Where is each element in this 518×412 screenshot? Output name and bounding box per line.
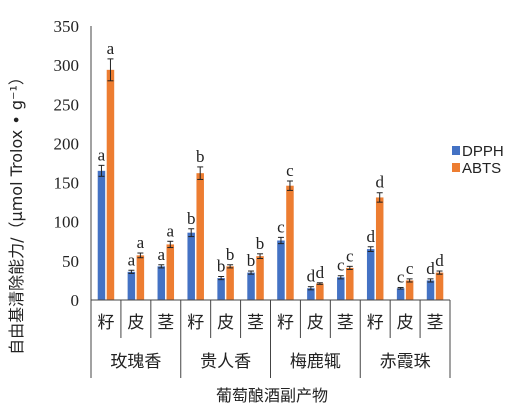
- significance-letter-dpph: c: [337, 256, 345, 275]
- x-axis-title: 葡萄酿酒副产物: [216, 386, 328, 405]
- legend: DPPH ABTS: [452, 143, 504, 177]
- y-tick-label: 0: [71, 291, 80, 310]
- bar-dpph: [307, 288, 315, 300]
- legend-swatch-dpph: [452, 146, 460, 155]
- significance-letter-dpph: b: [217, 257, 226, 276]
- bar-abts: [106, 69, 115, 300]
- significance-letter-abts: d: [375, 173, 384, 192]
- bar-abts: [226, 266, 234, 300]
- significance-letter-dpph: c: [277, 217, 285, 236]
- y-tick-label: 200: [54, 134, 80, 153]
- category-label: 皮: [127, 313, 144, 333]
- group-label: 玫瑰香: [110, 352, 161, 372]
- significance-letter-abts: a: [167, 221, 175, 240]
- bar-dpph: [366, 249, 375, 300]
- significance-letter-dpph: b: [247, 251, 256, 270]
- x-axis-labels: 籽皮茎籽皮茎籽皮茎籽皮茎玫瑰香 贵人香 梅鹿辄 赤霞珠: [97, 313, 443, 372]
- bar-dpph: [337, 277, 345, 300]
- significance-letter-abts: d: [316, 263, 325, 282]
- category-label: 籽: [367, 313, 384, 333]
- bar-dpph: [127, 271, 136, 300]
- y-axis-ticks: 0 50 100 150 200 250 300 350: [54, 17, 80, 310]
- y-tick-label: 100: [54, 213, 80, 232]
- y-tick-label: 300: [54, 56, 80, 75]
- category-label: 籽: [97, 313, 114, 333]
- bar-dpph: [247, 272, 255, 300]
- category-label: 皮: [217, 313, 234, 333]
- group-label: 赤霞珠: [380, 352, 431, 372]
- group-label: 梅鹿辄: [290, 352, 341, 372]
- y-tick-label: 350: [54, 17, 80, 36]
- significance-letter-dpph: d: [366, 227, 375, 246]
- bar-abts: [316, 283, 324, 300]
- bar-abts: [346, 267, 354, 300]
- legend-label-dpph: DPPH: [462, 143, 504, 160]
- y-tick-label: 250: [54, 95, 80, 114]
- category-label: 籽: [187, 313, 204, 333]
- bar-dpph: [396, 288, 405, 300]
- bar-abts: [375, 197, 384, 300]
- category-label: 皮: [307, 313, 324, 333]
- significance-letter-dpph: a: [98, 145, 106, 164]
- group-label: 贵人香: [200, 352, 251, 372]
- bar-abts: [435, 272, 444, 300]
- bar-abts: [196, 173, 204, 300]
- y-axis-title: 自由基清除能力/（µmol Trolox • g⁻¹）: [7, 69, 26, 355]
- bar-dpph: [426, 280, 435, 300]
- y-tick-label: 150: [54, 174, 80, 193]
- significance-letter-abts: b: [196, 147, 205, 166]
- significance-letter-abts: c: [346, 246, 354, 265]
- significance-letter-abts: c: [406, 259, 414, 278]
- category-label: 籽: [277, 313, 294, 333]
- category-label: 茎: [427, 313, 444, 333]
- category-label: 茎: [157, 313, 174, 333]
- significance-letter-dpph: a: [128, 250, 136, 269]
- bar-dpph: [97, 170, 106, 300]
- bar-dpph: [187, 232, 195, 300]
- axes: [90, 26, 451, 378]
- bar-dpph: [217, 278, 225, 300]
- bar-abts: [136, 255, 145, 300]
- significance-letter-abts: d: [435, 251, 444, 270]
- significance-letter-abts: a: [137, 233, 145, 252]
- significance-letter-abts: b: [226, 245, 235, 264]
- significance-letter-dpph: d: [307, 267, 316, 286]
- legend-label-abts: ABTS: [462, 160, 501, 177]
- bar-abts: [256, 256, 264, 300]
- significance-letter-abts: a: [107, 39, 115, 58]
- significance-letter-dpph: d: [426, 259, 435, 278]
- bar-abts: [405, 280, 414, 300]
- bar-abts: [166, 244, 175, 300]
- bar-abts: [286, 185, 294, 300]
- y-tick-label: 50: [62, 252, 79, 271]
- significance-letter-abts: b: [256, 234, 265, 253]
- bar-dpph: [157, 266, 166, 300]
- significance-letter-abts: c: [286, 161, 294, 180]
- legend-swatch-abts: [452, 163, 460, 172]
- significance-letter-dpph: a: [158, 245, 166, 264]
- category-label: 茎: [337, 313, 354, 333]
- significance-letter-dpph: c: [397, 267, 405, 286]
- significance-letter-dpph: b: [187, 209, 196, 228]
- category-label: 皮: [397, 313, 414, 333]
- bar-dpph: [277, 240, 285, 300]
- category-label: 茎: [247, 313, 264, 333]
